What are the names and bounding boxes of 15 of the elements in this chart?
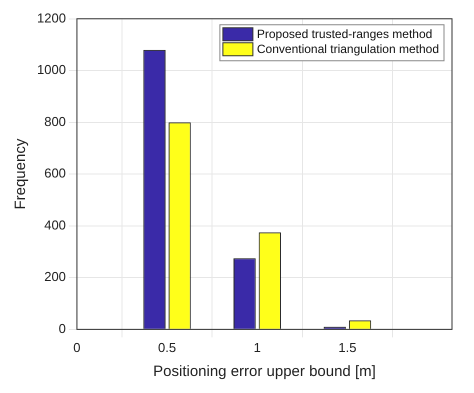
y-tick-label: 400 [44,217,66,232]
x-axis-title: Positioning error upper bound [m] [153,363,376,380]
x-tick-label: 1 [254,340,261,355]
x-tick-label: 0.5 [158,340,176,355]
y-tick-label: 800 [44,114,66,129]
x-tick-label: 1.5 [338,340,356,355]
y-tick-label: 200 [44,269,66,284]
y-tick-label: 1200 [37,10,66,26]
y-axis-title: Frequency [12,138,30,210]
y-tick-label: 0 [58,320,66,336]
legend-label: Conventional triangulation method [256,42,440,56]
x-tick-label: 0 [73,340,81,355]
y-tick-label: 600 [44,166,66,181]
legend-label: Proposed trusted-ranges method [256,27,432,42]
y-tick-label: 1000 [37,62,66,78]
